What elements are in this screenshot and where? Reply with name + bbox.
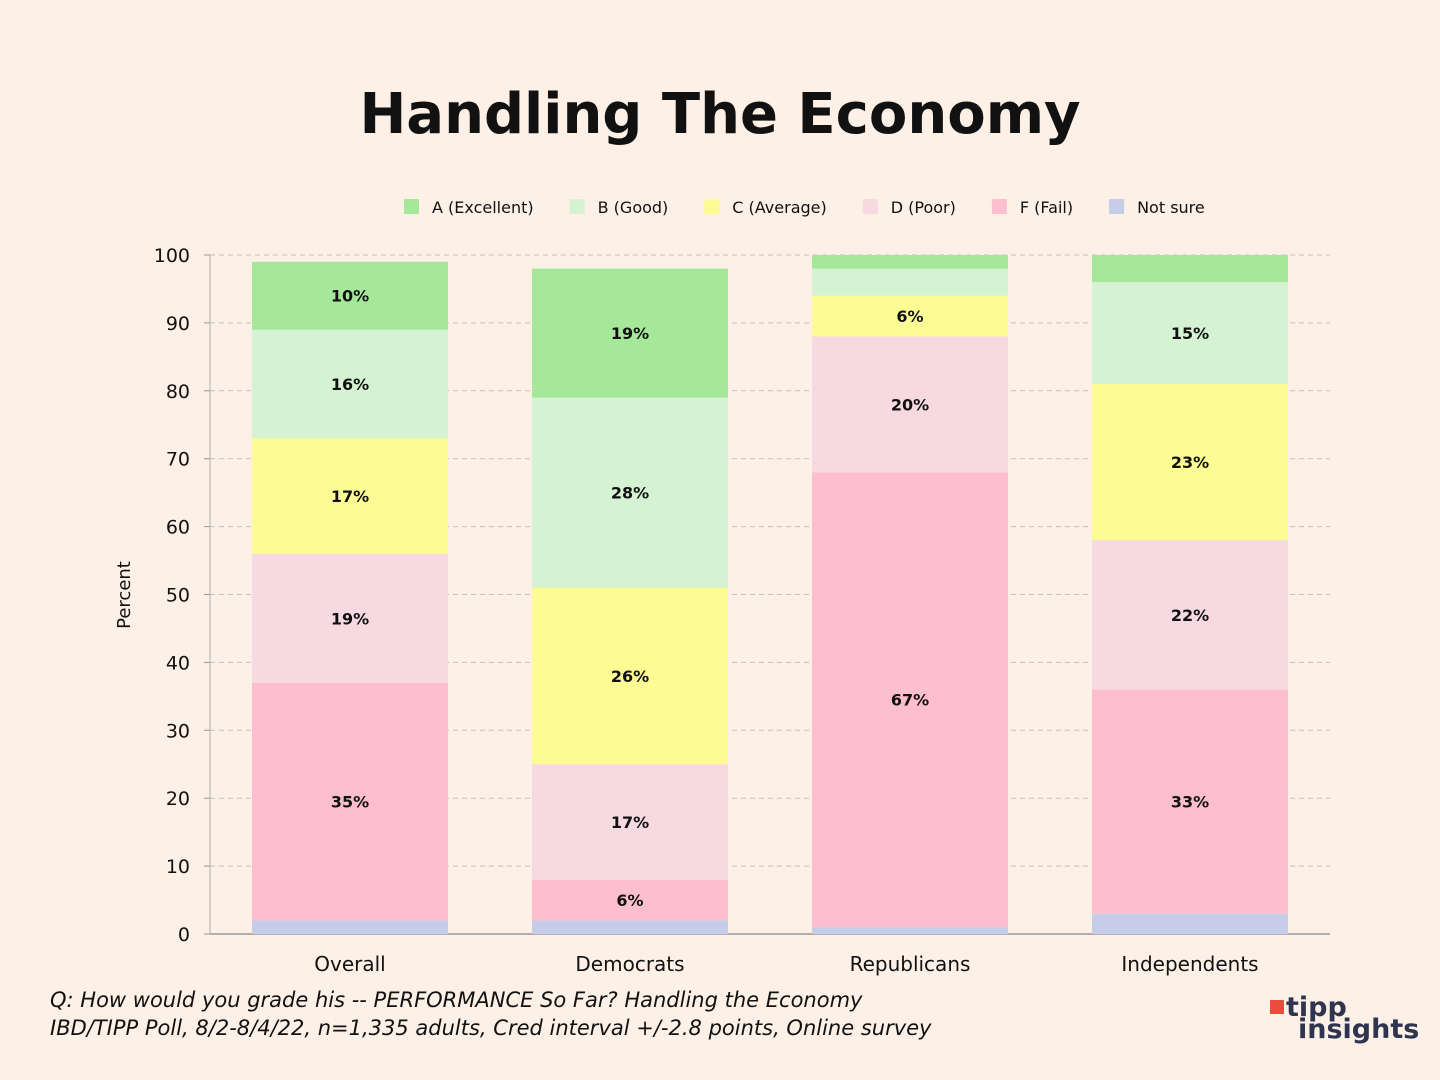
bar-segment-b-good- [812, 268, 1008, 296]
bar-segment-not-sure [1092, 913, 1288, 934]
bar-segment-a-excellent- [1092, 255, 1288, 283]
bar-segment-not-sure [812, 927, 1008, 934]
y-tick-label: 20 [166, 788, 190, 810]
tipp-insights-logo: tipp insights [1258, 992, 1419, 1048]
data-label: 20% [891, 395, 929, 414]
legend-swatch [404, 199, 419, 214]
data-label: 6% [896, 307, 923, 326]
y-tick-label: 70 [166, 449, 190, 471]
bar-segment-d-poor- [1092, 540, 1288, 690]
legend-label: B (Good) [598, 198, 669, 217]
data-label: 17% [611, 813, 649, 832]
legend-label: D (Poor) [891, 198, 956, 217]
legend-swatch [569, 199, 585, 214]
bar-segment-c-average- [532, 587, 728, 765]
footer-question: Q: How would you grade his -- PERFORMANC… [50, 988, 863, 1012]
data-label: 17% [331, 487, 369, 506]
logo-line2: insights [1298, 1014, 1420, 1045]
bar-segment-a-excellent- [812, 255, 1008, 269]
bar-segment-c-average- [252, 438, 448, 554]
bar-segment-d-poor- [812, 336, 1008, 473]
logo-line1: tipp [1286, 992, 1347, 1023]
bar-segment-f-fail- [1092, 689, 1288, 914]
bar-segment-b-good- [1092, 282, 1288, 385]
bar-segment-not-sure [532, 920, 728, 934]
bar-segment-b-good- [532, 397, 728, 588]
y-tick-label: 100 [154, 245, 190, 267]
legend-swatch [862, 199, 878, 214]
legend-label: Not sure [1137, 198, 1205, 217]
data-label: 19% [611, 324, 649, 343]
data-label: 15% [1171, 324, 1209, 343]
x-tick-label: Republicans [850, 952, 971, 976]
legend-swatch [991, 199, 1007, 214]
legend-label: F (Fail) [1020, 198, 1073, 217]
data-label: 28% [611, 484, 649, 503]
y-tick-label: 30 [166, 720, 190, 742]
data-label: 23% [1171, 453, 1209, 472]
y-tick-label: 60 [166, 517, 190, 539]
legend-swatch [704, 199, 720, 214]
bar-segment-c-average- [1092, 384, 1288, 541]
footer-source: IBD/TIPP Poll, 8/2-8/4/22, n=1,335 adult… [50, 1016, 932, 1040]
x-tick-label: Overall [314, 952, 385, 976]
bar-segment-b-good- [252, 329, 448, 439]
y-tick-label: 0 [178, 924, 190, 946]
bar-segment-a-excellent- [252, 261, 448, 330]
chart-title: Handling The Economy [359, 82, 1081, 147]
legend-label: C (Average) [732, 198, 826, 217]
bar-segment-f-fail- [812, 472, 1008, 928]
y-tick-label: 80 [166, 381, 190, 403]
bar-segment-d-poor- [532, 764, 728, 880]
y-tick-label: 10 [166, 856, 190, 878]
bar-segment-f-fail- [532, 879, 728, 921]
data-label: 19% [331, 609, 369, 628]
data-label: 16% [331, 375, 369, 394]
data-label: 33% [1171, 793, 1209, 812]
data-label: 10% [331, 287, 369, 306]
x-tick-label: Independents [1121, 952, 1258, 976]
bar-segment-f-fail- [252, 682, 448, 921]
legend-swatch [1109, 199, 1125, 214]
bar-segment-not-sure [252, 920, 448, 934]
y-tick-label: 50 [166, 585, 190, 607]
data-label: 6% [616, 891, 643, 910]
bar-segment-c-average- [812, 295, 1008, 337]
legend-label: A (Excellent) [432, 198, 534, 217]
data-label: 67% [891, 691, 929, 710]
data-label: 35% [331, 793, 369, 812]
bar-segment-a-excellent- [532, 268, 728, 398]
y-tick-label: 40 [166, 652, 190, 674]
y-axis-label: Percent [114, 561, 135, 629]
data-label: 26% [611, 667, 649, 686]
x-tick-label: Democrats [575, 952, 684, 976]
logo-flag-icon [1270, 1000, 1284, 1014]
y-tick-label: 90 [166, 313, 190, 335]
data-label: 22% [1171, 606, 1209, 625]
bar-segment-d-poor- [252, 553, 448, 683]
